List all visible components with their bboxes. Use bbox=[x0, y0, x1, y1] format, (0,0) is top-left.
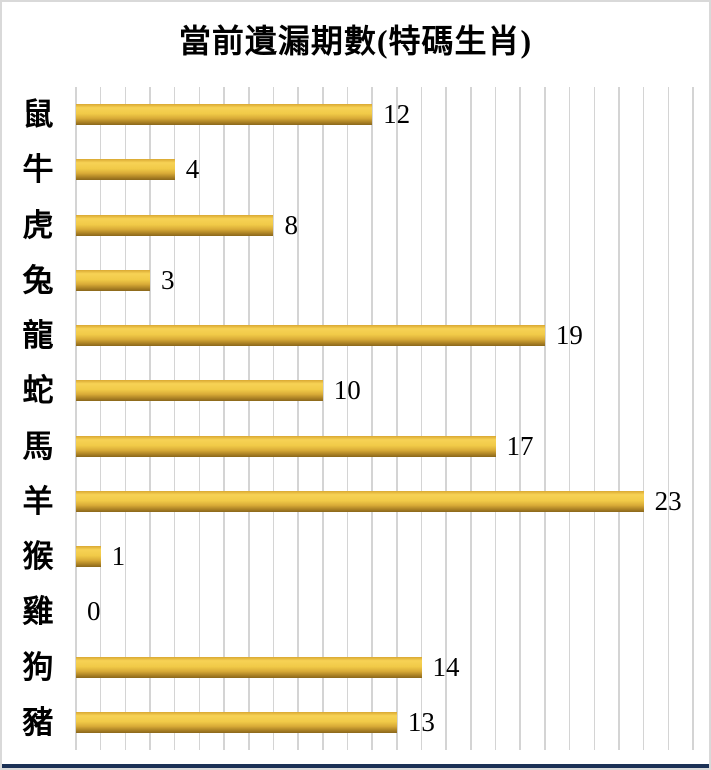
gridline bbox=[396, 87, 398, 750]
gridline bbox=[272, 87, 275, 750]
gridline bbox=[445, 87, 447, 750]
value-label: 3 bbox=[161, 264, 175, 295]
chart-row: 1 bbox=[76, 529, 693, 584]
value-label: 4 bbox=[185, 154, 200, 185]
gridline bbox=[519, 87, 521, 750]
gridline bbox=[420, 87, 423, 750]
bar bbox=[76, 546, 101, 568]
chart-row: 19 bbox=[76, 308, 693, 363]
gridline bbox=[618, 87, 620, 750]
gridline bbox=[470, 87, 472, 750]
gridline bbox=[173, 87, 176, 750]
chart-row: 10 bbox=[76, 363, 693, 418]
bar bbox=[76, 159, 175, 181]
category-label: 龍 bbox=[22, 318, 54, 354]
chart-title: 當前遺漏期數(特碼生肖) bbox=[178, 23, 533, 59]
category-label: 雞 bbox=[22, 594, 54, 630]
gridline bbox=[346, 87, 349, 750]
chart-row: 23 bbox=[76, 474, 693, 529]
chart-row: 3 bbox=[76, 253, 693, 308]
category-label: 羊 bbox=[22, 483, 54, 519]
chart-row: 17 bbox=[76, 419, 693, 474]
category-label: 猴 bbox=[22, 539, 54, 575]
bar bbox=[76, 435, 496, 457]
value-label: 10 bbox=[333, 375, 361, 406]
gridline bbox=[223, 87, 225, 750]
gridline bbox=[642, 87, 645, 750]
category-label: 鼠 bbox=[22, 97, 54, 133]
bottom-border bbox=[2, 764, 709, 768]
chart-row: 14 bbox=[76, 640, 693, 695]
chart-row: 4 bbox=[76, 142, 693, 197]
bar bbox=[76, 269, 151, 291]
plot-area: 12 4 8 3 19 10 17 23 1 0 14 13 bbox=[75, 87, 694, 750]
bar bbox=[76, 325, 545, 347]
gridline bbox=[149, 87, 151, 750]
value-label: 12 bbox=[383, 99, 411, 130]
category-label: 牛 bbox=[22, 152, 54, 188]
value-label: 13 bbox=[407, 706, 435, 737]
gridline bbox=[322, 87, 324, 750]
gridline bbox=[124, 87, 127, 750]
gridline bbox=[297, 87, 299, 750]
bar bbox=[76, 104, 373, 126]
category-label: 豬 bbox=[22, 704, 54, 740]
value-label: 14 bbox=[432, 651, 460, 682]
gridline bbox=[198, 87, 201, 750]
gridline bbox=[667, 87, 670, 750]
gridline bbox=[371, 87, 373, 750]
value-label: 1 bbox=[111, 541, 126, 572]
chart-row: 0 bbox=[76, 584, 693, 639]
value-label: 17 bbox=[506, 430, 534, 461]
chart-row: 12 bbox=[76, 87, 693, 142]
category-label: 虎 bbox=[22, 207, 54, 243]
category-label: 兔 bbox=[22, 262, 54, 298]
category-label: 狗 bbox=[22, 649, 54, 685]
gridline bbox=[494, 87, 497, 750]
value-label: 0 bbox=[87, 596, 101, 627]
bar bbox=[76, 214, 274, 236]
value-label: 8 bbox=[284, 209, 298, 240]
gridline bbox=[75, 87, 77, 750]
bar bbox=[76, 490, 644, 512]
category-label: 馬 bbox=[22, 428, 54, 464]
gridline bbox=[99, 87, 102, 750]
gridline bbox=[593, 87, 596, 750]
chart-row: 13 bbox=[76, 695, 693, 750]
gridline bbox=[544, 87, 546, 750]
category-label: 蛇 bbox=[22, 373, 54, 409]
bar bbox=[76, 711, 397, 733]
bar bbox=[76, 656, 422, 678]
category-axis: 鼠牛虎兔龍蛇馬羊猴雞狗豬 bbox=[2, 87, 74, 750]
value-label: 19 bbox=[555, 320, 583, 351]
gridline bbox=[692, 87, 694, 750]
gridline bbox=[568, 87, 571, 750]
chart-row: 8 bbox=[76, 198, 693, 253]
gridline bbox=[248, 87, 250, 750]
bar bbox=[76, 380, 323, 402]
value-label: 23 bbox=[654, 485, 682, 516]
